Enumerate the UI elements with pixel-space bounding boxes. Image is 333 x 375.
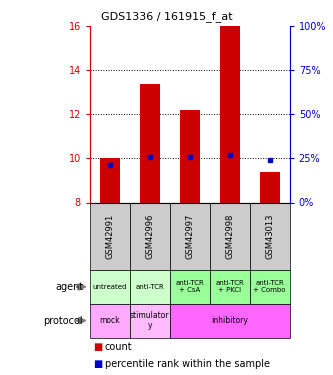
Text: mock: mock (100, 316, 120, 325)
Text: percentile rank within the sample: percentile rank within the sample (105, 359, 270, 369)
Bar (210, 270, 250, 304)
Bar (170, 202, 210, 270)
Bar (260, 172, 280, 202)
Text: GDS1336 / 161915_f_at: GDS1336 / 161915_f_at (101, 12, 232, 22)
Text: ■: ■ (93, 342, 103, 352)
Bar (130, 202, 170, 270)
Bar (170, 270, 210, 304)
Bar (90, 304, 130, 338)
Text: protocol: protocol (44, 316, 83, 326)
Text: stimulator
y: stimulator y (130, 311, 169, 330)
Text: anti-TCR
+ CsA: anti-TCR + CsA (175, 280, 204, 293)
Text: GSM42991: GSM42991 (105, 214, 115, 259)
Bar (250, 202, 290, 270)
Bar (210, 202, 250, 270)
Text: anti-TCR: anti-TCR (136, 284, 164, 290)
Text: agent: agent (55, 282, 83, 292)
Text: inhibitory: inhibitory (211, 316, 248, 325)
Text: anti-TCR
+ PKCi: anti-TCR + PKCi (215, 280, 244, 293)
Bar (130, 304, 170, 338)
Text: count: count (105, 342, 133, 352)
Bar (100, 158, 120, 203)
Bar (180, 110, 200, 202)
Text: GSM43013: GSM43013 (265, 213, 274, 259)
Text: GSM42996: GSM42996 (145, 214, 155, 259)
Text: GSM42998: GSM42998 (225, 214, 234, 259)
Bar (250, 270, 290, 304)
Bar (220, 26, 240, 202)
Text: GSM42997: GSM42997 (185, 214, 194, 259)
Bar (90, 202, 130, 270)
Bar (90, 270, 130, 304)
Text: ■: ■ (93, 359, 103, 369)
Text: anti-TCR
+ Combo: anti-TCR + Combo (253, 280, 286, 293)
Bar (130, 270, 170, 304)
Text: untreated: untreated (93, 284, 127, 290)
Bar (140, 84, 160, 203)
Bar (170, 304, 290, 338)
